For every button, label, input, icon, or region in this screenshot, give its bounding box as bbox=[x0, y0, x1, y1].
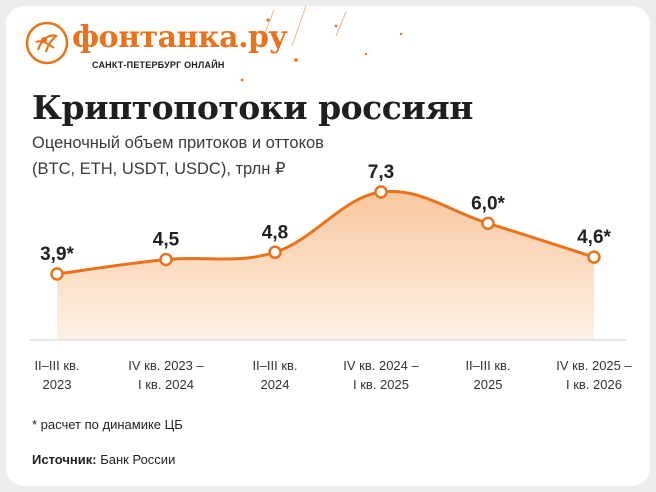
data-point bbox=[50, 267, 64, 281]
chart-subtitle-line1: Оценочный объем притоков и оттоков bbox=[32, 134, 324, 152]
x-tick-label: IV кв. 2023 – I кв. 2024 bbox=[106, 356, 226, 394]
x-tick-label: II–III кв. 2025 bbox=[428, 356, 548, 394]
x-tick-label-line: IV кв. 2025 – bbox=[556, 358, 632, 373]
infographic-card: фонтанка.ру САНКТ-ПЕТЕРБУРГ ОНЛАЙН Крипт… bbox=[6, 6, 650, 486]
series-line bbox=[56, 189, 595, 276]
data-label: 4,5 bbox=[153, 230, 180, 251]
x-tick-label-line: II–III кв. bbox=[465, 358, 511, 373]
data-label: 3,9* bbox=[40, 244, 74, 265]
footnote: * расчет по динамике ЦБ bbox=[32, 417, 183, 432]
data-label: 7,3 bbox=[368, 162, 394, 183]
data-label: 4,6* bbox=[577, 227, 611, 248]
data-point bbox=[481, 216, 495, 231]
x-tick-label: II–III кв. 2023 bbox=[6, 356, 117, 394]
x-tick-label-line: IV кв. 2024 – bbox=[343, 358, 419, 373]
x-tick-label-line: I кв. 2025 bbox=[353, 377, 409, 392]
x-tick-label-line: I кв. 2024 bbox=[138, 377, 194, 392]
data-label: 6,0* bbox=[471, 193, 505, 214]
source-note: Источник: Банк России bbox=[32, 452, 175, 467]
data-point bbox=[374, 185, 388, 199]
x-tick-label-line: 2024 bbox=[260, 377, 290, 392]
data-point bbox=[587, 250, 601, 264]
brand-tagline: САНКТ-ПЕТЕРБУРГ ОНЛАЙН bbox=[92, 60, 225, 70]
decorative-dots bbox=[209, 6, 403, 82]
area-fill bbox=[57, 191, 594, 340]
area-chart: 3,9* 4,5 4,8 7,3 6,0* 4,6* bbox=[30, 162, 626, 341]
x-tick-label-line: II–III кв. bbox=[34, 358, 80, 373]
chart-subtitle-line2: (BTC, ETH, USDT, USDC), трлн ₽ bbox=[32, 160, 286, 178]
x-tick-label-line: 2023 bbox=[42, 377, 72, 392]
data-label: 4,8 bbox=[262, 222, 288, 243]
source-label: Источник: bbox=[32, 452, 97, 467]
data-point bbox=[268, 245, 282, 260]
x-tick-label-line: IV кв. 2023 – bbox=[128, 358, 204, 373]
data-point bbox=[159, 252, 173, 267]
source-text: Банк России bbox=[96, 452, 176, 467]
x-tick-label-line: II–III кв. bbox=[252, 358, 298, 373]
x-tick-label: II–III кв. 2024 bbox=[215, 356, 335, 394]
x-tick-label: IV кв. 2024 – I кв. 2025 bbox=[321, 356, 441, 394]
x-tick-label: IV кв. 2025 – I кв. 2026 bbox=[534, 356, 650, 394]
x-tick-label-line: 2025 bbox=[473, 377, 503, 392]
chart-title: Криптопотоки россиян bbox=[32, 88, 473, 127]
x-tick-label-line: I кв. 2026 bbox=[566, 377, 622, 392]
fontanka-logo-icon bbox=[25, 21, 69, 65]
brand-name: фонтанка.ру bbox=[72, 20, 288, 55]
